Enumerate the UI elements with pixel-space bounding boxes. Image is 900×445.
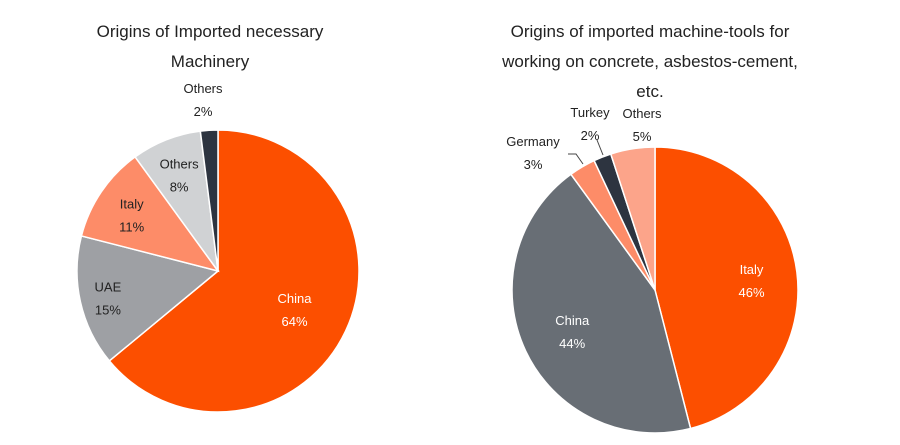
- slice-value-label: 11%: [119, 219, 144, 234]
- slice-label: Germany: [506, 134, 560, 149]
- title-line: Machinery: [170, 52, 250, 71]
- slice-label: China: [278, 291, 313, 306]
- slice-label: Italy: [740, 262, 764, 277]
- slice-label: Others: [622, 106, 662, 121]
- chart-title-machine-tools: Origins of imported machine-tools for wo…: [475, 17, 825, 107]
- pie-slice-china-44: [511, 173, 692, 434]
- pie-chart-machine-tools: Italy 46% China 44% Germany 3% Turkey 2% Others 5…: [506, 105, 799, 434]
- pie-slice-italy-11: [80, 155, 220, 273]
- pie-slice-uae-15: [76, 235, 220, 362]
- slice-value-label: 15%: [95, 303, 121, 318]
- pie-slice-italy-46: [654, 146, 799, 430]
- label-leader-line: [568, 153, 584, 165]
- pie-slice-china-64: [108, 129, 360, 413]
- slice-value-label: 64%: [281, 314, 307, 329]
- slice-value-label: 8%: [170, 180, 189, 195]
- slice-label: China: [555, 313, 590, 328]
- slice-value-label: 2%: [581, 128, 600, 143]
- pie-chart-machinery: China 64% UAE 15% Italy 11% Others 8% Others 2%: [76, 81, 360, 413]
- title-line: etc.: [636, 82, 664, 101]
- slice-label: Italy: [120, 196, 144, 211]
- title-line: Origins of Imported necessary: [96, 22, 324, 41]
- title-line: working on concrete, asbestos-cement,: [502, 52, 798, 71]
- slice-label: Others: [183, 81, 223, 96]
- slice-value-label: 46%: [738, 285, 764, 300]
- title-line: Origins of imported machine-tools for: [510, 22, 790, 41]
- slice-label: Turkey: [570, 105, 610, 120]
- slice-value-label: 44%: [559, 336, 585, 351]
- label-leader-line: [596, 139, 604, 156]
- pie-slice-others-5: [609, 146, 656, 291]
- slice-value-label: 5%: [633, 129, 652, 144]
- slice-value-label: 2%: [194, 104, 213, 119]
- slice-value-label: 3%: [524, 157, 543, 172]
- slice-label: UAE: [95, 280, 122, 295]
- pie-slice-others-2: [199, 129, 219, 272]
- chart-title-machinery: Origins of Imported necessary Machinery: [60, 17, 360, 77]
- slice-label: Others: [160, 157, 200, 172]
